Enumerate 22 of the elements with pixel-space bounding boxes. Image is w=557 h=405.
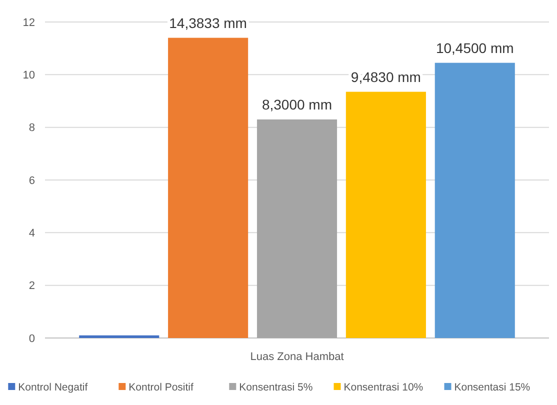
data-label: 10,4500 mm (436, 40, 514, 56)
y-tick-label: 6 (28, 174, 35, 187)
legend-label: Kontrol Negatif (18, 382, 88, 394)
bar (79, 335, 160, 338)
bar (168, 38, 248, 338)
data-label: 8,3000 mm (262, 96, 332, 112)
bar (346, 92, 426, 338)
bar (434, 62, 515, 338)
y-tick-label: 12 (22, 16, 35, 29)
y-tick-label: 4 (28, 228, 35, 240)
legend-label: Konsentrasi 5% (239, 382, 313, 394)
y-tick-label: 10 (22, 70, 35, 82)
legend-label: Konsentrasi 10% (344, 382, 424, 394)
legend-label: Kontrol Positif (128, 382, 194, 394)
y-tick-label: 0 (28, 332, 35, 345)
x-tick-label: Luas Zona Hambat (250, 351, 344, 363)
y-tick-label: 2 (28, 280, 35, 292)
data-label: 14,3833 mm (169, 14, 247, 31)
legend-label: Konsentasi 15% (454, 382, 530, 394)
data-label: 9,4830 mm (350, 68, 421, 85)
y-tick-label: 8 (28, 122, 35, 134)
bar (256, 119, 338, 338)
